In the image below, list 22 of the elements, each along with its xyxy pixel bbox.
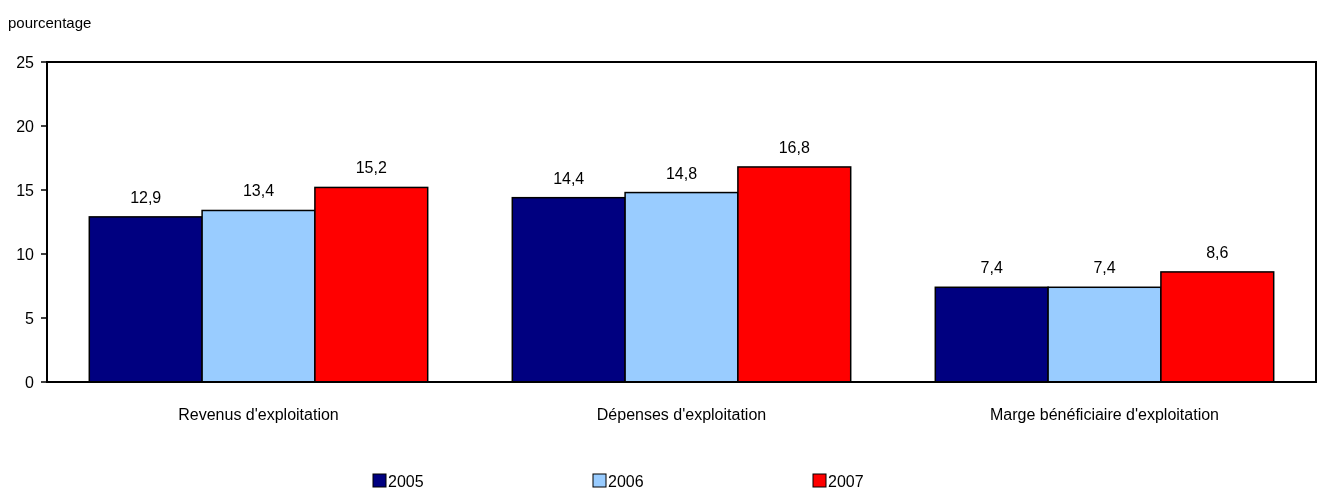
x-tick-label: Dépenses d'exploitation <box>596 406 767 423</box>
data-label: 7,4 <box>980 259 1003 277</box>
data-label: 8,6 <box>1206 243 1229 261</box>
legend-label: 2005 <box>388 473 424 490</box>
data-label: 16,8 <box>778 138 810 156</box>
y-axis-title: pourcentage <box>8 14 92 31</box>
y-tick-label: 20 <box>16 118 35 135</box>
legend-label: 2006 <box>608 473 644 490</box>
data-label: 13,4 <box>242 182 275 200</box>
y-tick-label: 0 <box>25 374 35 391</box>
x-tick-label: Revenus d'exploitation <box>178 406 339 423</box>
y-tick-label: 25 <box>16 54 35 71</box>
data-label: 14,8 <box>665 164 698 182</box>
legend-label: 2007 <box>828 473 864 490</box>
y-tick-label: 15 <box>16 182 35 199</box>
data-label: 7,4 <box>1093 259 1116 277</box>
data-label: 15,2 <box>355 159 387 177</box>
data-label: 12,9 <box>130 188 162 206</box>
data-label: 14,4 <box>553 169 585 187</box>
y-tick-label: 10 <box>16 246 35 263</box>
y-tick-label: 5 <box>25 310 35 327</box>
x-tick-label: Marge bénéficiaire d'exploitation <box>990 406 1219 423</box>
